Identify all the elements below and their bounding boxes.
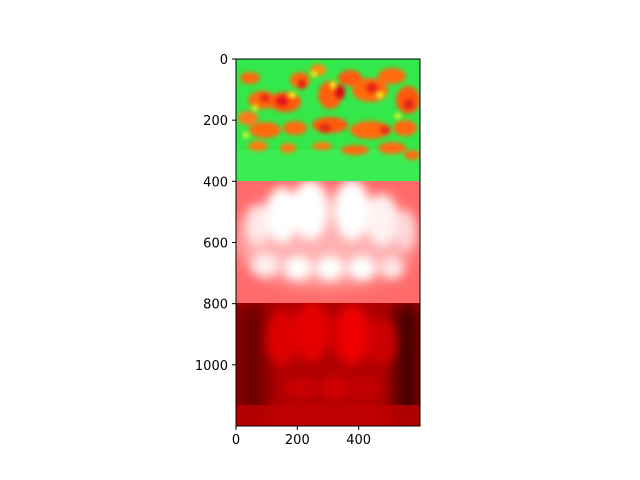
y-tick-label: 600 xyxy=(203,237,228,252)
x-tick-label: 400 xyxy=(346,433,371,448)
y-axis: 0 200 400 600 800 1000 xyxy=(195,53,236,374)
x-tick-label: 0 xyxy=(232,433,240,448)
y-tick-label: 200 xyxy=(203,114,228,129)
y-tick-label: 800 xyxy=(203,298,228,313)
light-red-panel xyxy=(236,181,420,303)
y-tick-label: 400 xyxy=(203,175,228,190)
x-tick-label: 200 xyxy=(285,433,310,448)
y-tick-label: 1000 xyxy=(195,359,228,374)
plot-area xyxy=(235,58,421,427)
dark-red-panel xyxy=(236,303,420,426)
y-tick-label: 0 xyxy=(220,53,228,68)
x-axis: 0 200 400 xyxy=(232,426,371,448)
heatmap-panel xyxy=(236,59,420,181)
